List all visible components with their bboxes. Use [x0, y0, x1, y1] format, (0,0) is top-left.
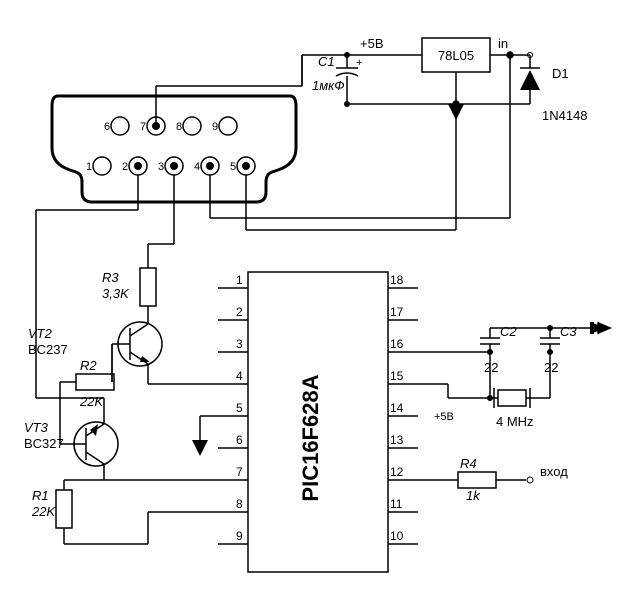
d1-val: 1N4148	[542, 108, 588, 123]
pin-18: 18	[390, 273, 404, 287]
pin-11: 11	[390, 497, 403, 511]
r3-val: 3,3K	[102, 286, 130, 301]
vt3-ref: VT3	[24, 420, 49, 435]
c3-ref: C3	[560, 324, 577, 339]
r1-val: 22K	[31, 504, 56, 519]
c2-ref: C2	[500, 324, 517, 339]
resistor-r1: R1 22K	[31, 480, 218, 544]
c2-val: 22	[484, 360, 498, 375]
schematic-canvas: PIC16F628A 1 2 3 4 5 6 7 8 9 18 17 16	[0, 0, 638, 602]
pin-2: 2	[236, 305, 243, 319]
chip-label: PIC16F628A	[298, 374, 323, 501]
pin14-supply: +5В	[434, 411, 454, 423]
db9-pin4: 4	[194, 161, 200, 173]
pin-12: 12	[390, 465, 404, 479]
svg-text:+: +	[356, 57, 362, 69]
pin-8: 8	[236, 497, 243, 511]
d1-ref: D1	[552, 66, 569, 81]
vt2-val: BC237	[28, 342, 68, 357]
db9-pin5: 5	[230, 161, 236, 173]
db9-pin6: 6	[104, 121, 110, 133]
c3-val: 22	[544, 360, 558, 375]
vt3-val: BC327	[24, 436, 64, 451]
resistor-r2: R2 22K	[60, 344, 114, 409]
supply-label: +5В	[360, 36, 384, 51]
r4-ref: R4	[460, 456, 477, 471]
db9-pin9: 9	[212, 121, 218, 133]
pin-7: 7	[236, 465, 243, 479]
reg-label: 78L05	[438, 48, 474, 63]
resistor-r4: R4 1k вход	[418, 456, 568, 503]
resistor-r3: R3 3,3K	[102, 268, 156, 320]
pin-9: 9	[236, 529, 243, 543]
gnd-pin5	[192, 416, 218, 456]
db9-pin1: 1	[86, 161, 92, 173]
r4-val: 1k	[466, 488, 481, 503]
pin-1: 1	[236, 273, 243, 287]
input-label: вход	[540, 464, 568, 479]
db9-pin2: 2	[122, 161, 128, 173]
pin-17: 17	[390, 305, 404, 319]
pin-15: 15	[390, 369, 404, 383]
xtal-val: 4 MHz	[496, 414, 534, 429]
svg-text:+5В: +5В	[434, 411, 454, 423]
c1-val: 1мкФ	[312, 78, 345, 93]
vt2-ref: VT2	[28, 326, 53, 341]
r2-ref: R2	[80, 358, 97, 373]
pin-16: 16	[390, 337, 404, 351]
pin-4: 4	[236, 369, 243, 383]
pin-10: 10	[390, 529, 404, 543]
c1-ref: C1	[318, 54, 335, 69]
pin-14: 14	[390, 401, 404, 415]
pin-5: 5	[236, 401, 243, 415]
in-label: in	[498, 36, 508, 51]
pin-3: 3	[236, 337, 243, 351]
db9-pin8: 8	[176, 121, 182, 133]
r2-val: 22K	[79, 394, 104, 409]
db9-pin7: 7	[140, 121, 146, 133]
r1-ref: R1	[32, 488, 49, 503]
pin-13: 13	[390, 433, 404, 447]
r3-ref: R3	[102, 270, 119, 285]
transistor-vt3: VT3 BC327	[24, 398, 118, 480]
pin-6: 6	[236, 433, 243, 447]
db9-pin3: 3	[158, 161, 164, 173]
ic-pic16f628a: PIC16F628A 1 2 3 4 5 6 7 8 9 18 17 16	[218, 272, 418, 572]
